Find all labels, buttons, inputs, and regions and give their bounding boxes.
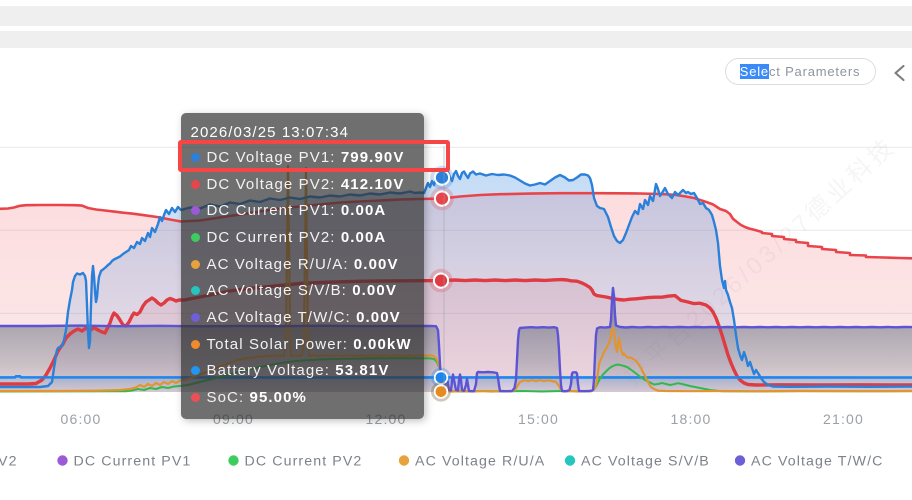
svg-text:DC Current PV2: DC Current PV2 [245, 454, 363, 470]
svg-text:AC Voltage S/V/B: AC Voltage S/V/B [581, 454, 710, 470]
svg-text:18:00: 18:00 [670, 411, 711, 427]
svg-text:AC Voltage T/W/C: AC Voltage T/W/C [751, 454, 883, 470]
svg-text:V2: V2 [0, 454, 18, 470]
svg-text:15:00: 15:00 [518, 411, 559, 427]
svg-text:06:00: 06:00 [60, 411, 101, 427]
svg-text:DC Current PV1: DC Current PV1 [74, 454, 192, 470]
svg-text:AC Voltage R/U/A: AC Voltage R/U/A [415, 454, 545, 470]
svg-text:21:00: 21:00 [823, 411, 864, 427]
